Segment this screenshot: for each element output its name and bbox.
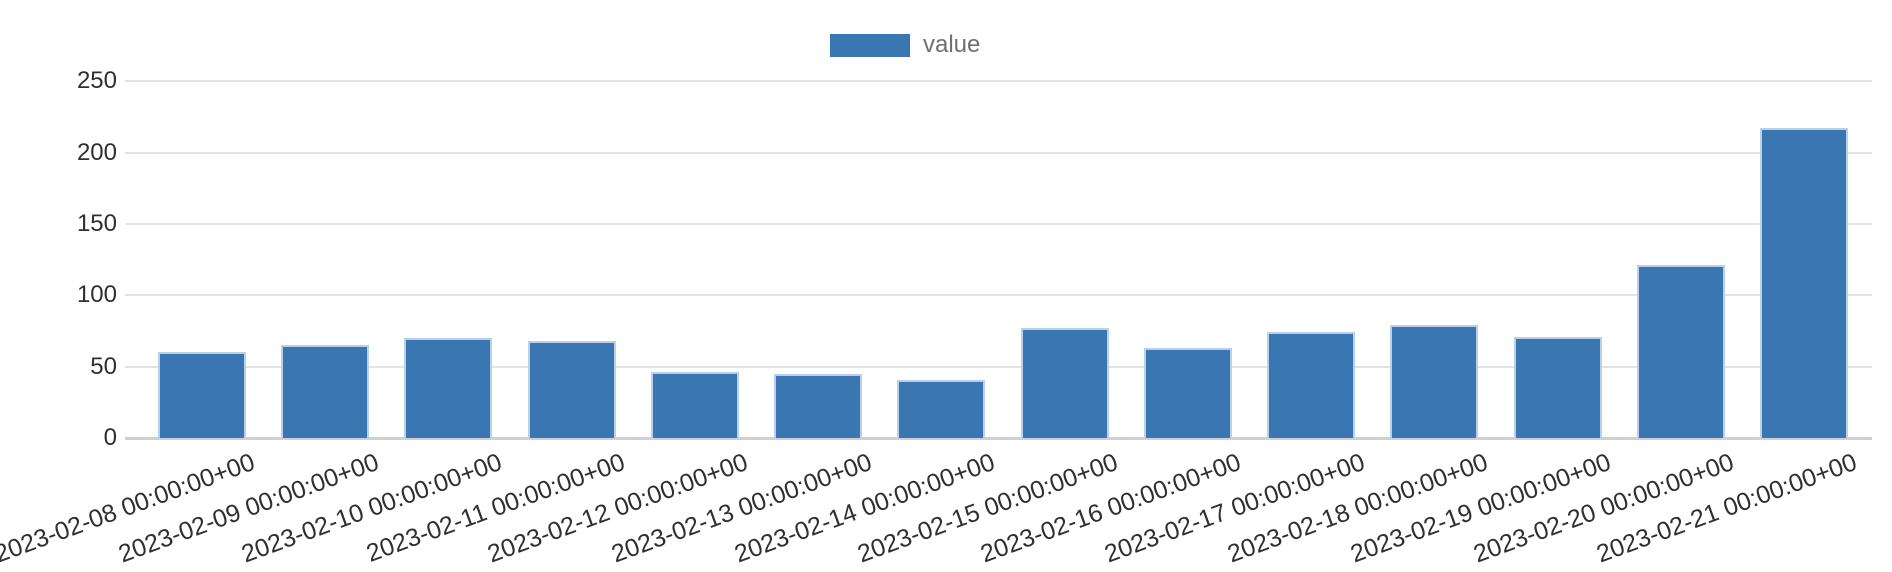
bar[interactable] [1637, 265, 1725, 438]
legend-swatch[interactable] [830, 33, 910, 57]
bar[interactable] [1514, 337, 1602, 438]
y-tick-label: 50 [90, 352, 117, 380]
gridline [125, 223, 1872, 225]
bar[interactable] [281, 345, 369, 438]
bar[interactable] [1021, 328, 1109, 438]
y-tick-label: 250 [76, 67, 117, 95]
y-tick-label: 0 [103, 424, 117, 451]
bar[interactable] [528, 341, 616, 438]
bar[interactable] [1390, 325, 1478, 438]
bar[interactable] [404, 338, 492, 438]
gridline [125, 80, 1872, 83]
gridline [125, 294, 1872, 297]
bar[interactable] [651, 372, 739, 438]
gridline [125, 151, 1872, 154]
y-tick-label: 150 [76, 210, 117, 237]
bar[interactable] [897, 380, 985, 438]
bar[interactable] [1760, 128, 1848, 438]
legend[interactable]: value [830, 33, 980, 57]
x-axis-line [125, 437, 1872, 440]
bar[interactable] [1267, 332, 1355, 438]
y-tick-label: 100 [76, 281, 117, 309]
legend-label[interactable]: value [923, 31, 981, 58]
bar[interactable] [774, 374, 862, 438]
y-tick-label: 200 [76, 138, 117, 166]
gridline [125, 365, 1872, 368]
bar[interactable] [1144, 348, 1232, 438]
bar[interactable] [158, 352, 246, 438]
